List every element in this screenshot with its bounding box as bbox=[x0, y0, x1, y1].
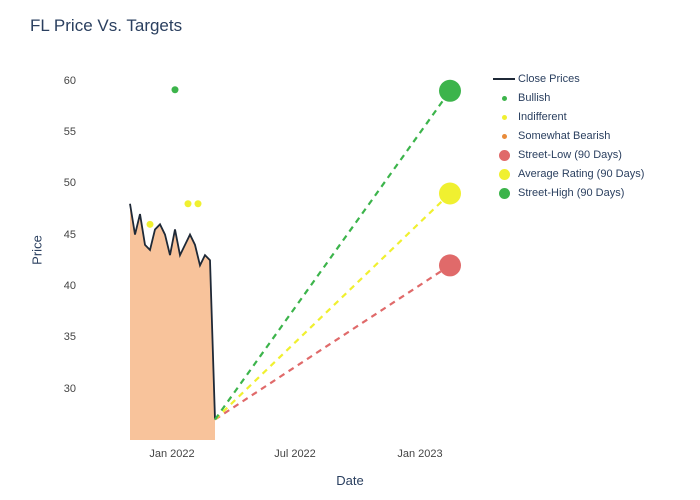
average-rating-line bbox=[215, 194, 450, 420]
legend-swatch bbox=[490, 169, 518, 180]
plot-area bbox=[80, 60, 480, 440]
legend-item: Street-Low (90 Days) bbox=[490, 146, 644, 164]
indifferent-point bbox=[195, 200, 202, 207]
street-low-marker bbox=[439, 254, 461, 276]
legend-swatch bbox=[490, 96, 518, 101]
legend-label: Street-Low (90 Days) bbox=[518, 149, 622, 161]
legend-swatch bbox=[490, 188, 518, 199]
legend-item: Street-High (90 Days) bbox=[490, 184, 644, 202]
x-tick: Jan 2023 bbox=[397, 448, 442, 460]
y-tick: 50 bbox=[64, 177, 76, 189]
legend-swatch bbox=[490, 78, 518, 80]
y-tick: 30 bbox=[64, 383, 76, 395]
legend-label: Close Prices bbox=[518, 73, 580, 85]
legend-swatch bbox=[490, 115, 518, 120]
street-low-line bbox=[215, 265, 450, 419]
indifferent-point bbox=[185, 200, 192, 207]
y-tick: 40 bbox=[64, 280, 76, 292]
legend-item: Bullish bbox=[490, 89, 644, 107]
legend-item: Average Rating (90 Days) bbox=[490, 165, 644, 183]
legend-swatch bbox=[490, 150, 518, 161]
y-tick: 45 bbox=[64, 229, 76, 241]
legend-item: Indifferent bbox=[490, 108, 644, 126]
y-axis-label: Price bbox=[29, 235, 44, 265]
average-rating-marker bbox=[439, 183, 461, 205]
legend-label: Average Rating (90 Days) bbox=[518, 168, 644, 180]
y-tick: 35 bbox=[64, 331, 76, 343]
bullish-point bbox=[172, 86, 179, 93]
legend-label: Somewhat Bearish bbox=[518, 130, 610, 142]
street-high-line bbox=[215, 91, 450, 420]
street-high-marker bbox=[439, 80, 461, 102]
y-tick: 55 bbox=[64, 126, 76, 138]
legend-label: Indifferent bbox=[518, 111, 567, 123]
chart-title: FL Price Vs. Targets bbox=[30, 16, 182, 36]
legend-item: Somewhat Bearish bbox=[490, 127, 644, 145]
legend-label: Bullish bbox=[518, 92, 550, 104]
indifferent-point bbox=[147, 221, 154, 228]
x-tick: Jan 2022 bbox=[149, 448, 194, 460]
x-tick: Jul 2022 bbox=[274, 448, 316, 460]
legend-item: Close Prices bbox=[490, 70, 644, 88]
legend: Close Prices Bullish Indifferent Somewhat B… bbox=[490, 70, 644, 203]
y-tick: 60 bbox=[64, 75, 76, 87]
price-targets-chart: FL Price Vs. Targets Price Date 30 35 40 45… bbox=[0, 0, 700, 500]
x-axis-label: Date bbox=[336, 473, 363, 488]
legend-label: Street-High (90 Days) bbox=[518, 187, 624, 199]
legend-swatch bbox=[490, 134, 518, 139]
